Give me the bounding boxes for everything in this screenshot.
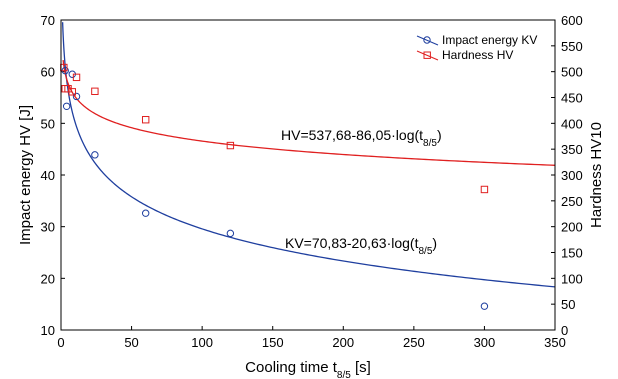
hardness-marker [226,141,235,150]
legend-label-impact-energy: Impact energy KV [442,33,537,47]
impact-energy-fit-equation-subscript: 8/5 [418,246,432,257]
legend-marker-hardness [423,51,431,59]
right-y-tick-label: 450 [561,91,583,106]
plot-area-frame [60,19,556,331]
hardness-marker [68,88,76,96]
hardness-fit-curve [62,59,556,166]
right-y-tick-label: 300 [561,168,583,183]
impact-energy-marker [62,102,71,110]
legend-line-hardness [416,50,439,61]
hardness-fit-equation: HV=537,68-86,05·log(t8/5) [281,127,442,149]
impact-energy-fit-equation-close: ) [432,235,437,251]
right-y-tick-label: 500 [561,65,583,80]
left-y-tick-label: 20 [41,271,55,286]
right-y-axis-title: Hardness HV10 [588,122,605,228]
left-y-tick-label: 60 [41,65,55,80]
impact-energy-marker [480,302,489,310]
x-tick-label: 300 [474,335,496,350]
hardness-marker [91,87,99,95]
impact-energy-marker [91,151,99,159]
marker-layer [60,63,489,310]
hardness-marker [141,116,150,124]
right-y-tick-label: 0 [561,323,568,338]
left-y-tick-label: 70 [41,13,55,28]
right-y-tick-label: 150 [561,246,583,261]
x-axis-title-main: Cooling time t [245,359,338,376]
legend: Impact energy KV Hardness HV [416,33,537,62]
impact-energy-marker [226,229,235,238]
x-tick-label: 200 [332,335,354,350]
x-tick-label: 350 [544,335,566,350]
x-tick-label: 0 [57,335,64,350]
fit-curve-layer [61,22,556,288]
hardness-fit-equation-subscript: 8/5 [423,138,437,149]
left-y-axis-title: Impact energy HV [J] [17,105,34,245]
left-y-tick-label: 30 [41,220,55,235]
left-y-tick-label: 10 [41,323,55,338]
impact-energy-fit-equation-main: KV=70,83-20,63·log(t [285,235,419,251]
left-y-tick-label: 50 [41,116,55,131]
right-y-tick-label: 100 [561,271,583,286]
x-axis-title: Cooling time t8/5 [s] [245,359,371,379]
hardness-fit-equation-main: HV=537,68-86,05·log(t [281,127,423,143]
legend-label-hardness: Hardness HV [442,48,513,62]
x-tick-label: 100 [191,335,213,350]
right-y-tick-label: 350 [561,142,583,157]
right-y-tick-label: 200 [561,220,583,235]
right-y-tick-label: 600 [561,13,583,28]
legend-marker-impact-energy [423,36,431,44]
right-y-tick-label: 400 [561,116,583,131]
left-y-tick-label: 40 [41,168,55,183]
impact-energy-marker [141,209,150,217]
x-axis-title-subscript: 8/5 [337,370,351,379]
hardness-marker [480,185,489,194]
legend-line-impact-energy [416,35,439,46]
tick-layer: 0 50 100 150 200 250 300 350 10 20 30 40 50 60 70 0 50 10… [41,13,583,350]
x-tick-label: 250 [403,335,425,350]
hardness-fit-equation-close: ) [437,127,442,143]
impact-energy-marker [72,92,81,101]
impact-energy-fit-curve [61,22,556,288]
hardness-marker [72,73,81,82]
impact-energy-fit-equation: KV=70,83-20,63·log(t8/5) [285,235,437,257]
x-tick-label: 50 [124,335,138,350]
right-y-tick-label: 250 [561,194,583,209]
x-axis-title-unit: [s] [351,359,371,376]
right-y-tick-label: 50 [561,297,575,312]
right-y-tick-label: 550 [561,39,583,54]
x-tick-label: 150 [262,335,284,350]
